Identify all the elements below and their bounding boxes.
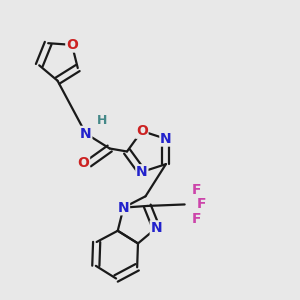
- Text: O: O: [66, 38, 78, 52]
- Text: N: N: [160, 132, 172, 146]
- Text: N: N: [151, 221, 162, 235]
- Text: H: H: [97, 114, 107, 127]
- Text: O: O: [136, 124, 148, 138]
- Text: N: N: [136, 165, 148, 179]
- Text: F: F: [192, 182, 201, 197]
- Text: N: N: [80, 127, 92, 141]
- Text: F: F: [196, 197, 206, 212]
- Text: N: N: [118, 201, 129, 214]
- Text: O: O: [77, 156, 89, 170]
- Text: F: F: [192, 212, 201, 226]
